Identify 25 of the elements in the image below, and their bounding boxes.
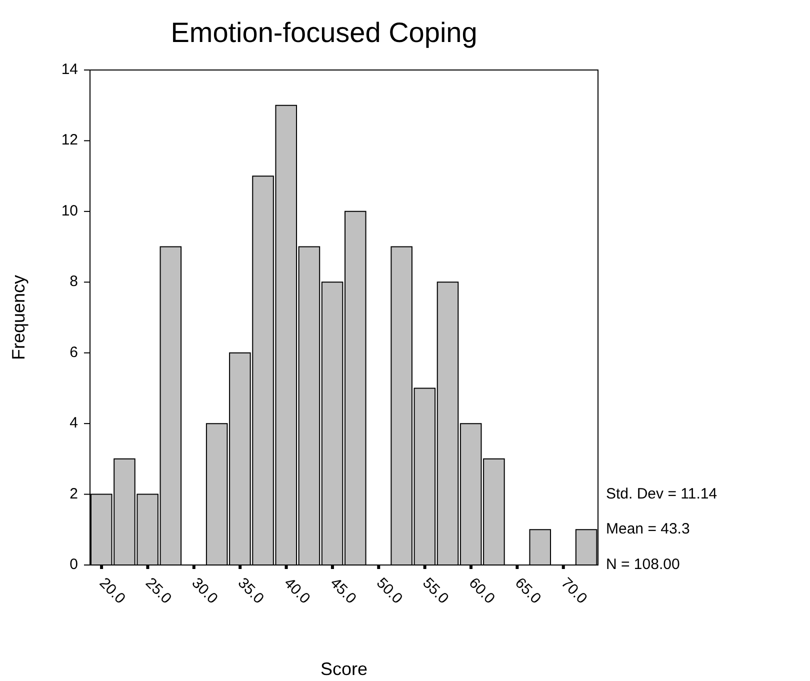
- y-tick-label: 0: [70, 556, 78, 573]
- y-tick-label: 12: [61, 132, 78, 149]
- x-tick-label: 50.0: [373, 574, 406, 608]
- x-tick-label: 55.0: [419, 574, 452, 608]
- x-tick-label: 45.0: [326, 574, 360, 608]
- text: N = 108.00: [606, 556, 680, 573]
- y-tick-label: 14: [61, 60, 78, 78]
- y-tick-label: 4: [70, 414, 78, 432]
- text: Std. Dev = 11.14: [606, 485, 718, 502]
- x-tick-label: 40.0: [280, 574, 314, 608]
- chart-title: Emotion-focused Coping: [170, 16, 478, 50]
- y-axis-title: Frequency: [8, 274, 28, 360]
- x-tick-label: 70.0: [558, 574, 590, 608]
- y-tick-label: 6: [70, 344, 78, 361]
- x-axis-title: Score: [320, 659, 368, 679]
- y-tick-label: 2: [70, 485, 78, 502]
- x-tick-label: 60.0: [465, 574, 498, 608]
- x-tick-label: 35.0: [234, 574, 268, 608]
- x-tick-label: 30.0: [188, 574, 221, 608]
- x-tick-label: 25.0: [142, 574, 175, 608]
- y-tick-label: 8: [70, 273, 78, 290]
- x-tick-label: 65.0: [512, 574, 544, 608]
- y-tick-label: 10: [61, 202, 78, 220]
- x-tick-label: 20.0: [96, 574, 129, 608]
- text: Mean = 43.3: [606, 520, 690, 538]
